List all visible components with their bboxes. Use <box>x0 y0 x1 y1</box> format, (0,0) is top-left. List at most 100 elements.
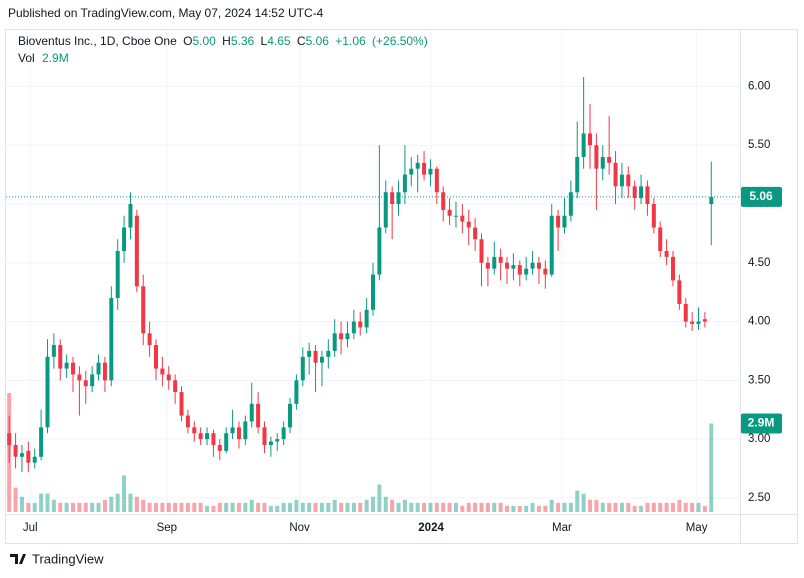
volume-bar <box>562 502 567 512</box>
volume-bar <box>517 505 522 512</box>
volume-bar <box>294 499 299 512</box>
volume-bar <box>422 502 427 512</box>
candle-body <box>166 374 171 381</box>
volume-bar <box>307 502 312 512</box>
candle-body <box>377 227 382 275</box>
change-pct: (+26.50%) <box>372 34 428 48</box>
volume-bar <box>134 496 139 512</box>
candle-body <box>96 362 101 375</box>
candle-body <box>364 309 369 328</box>
volume-bar <box>243 502 248 512</box>
candle-body <box>511 265 516 269</box>
open-value: 5.00 <box>192 34 216 48</box>
volume-bar <box>371 496 375 512</box>
candle-body <box>173 380 178 393</box>
volume-bar <box>166 502 171 512</box>
candle-body <box>600 156 605 169</box>
candle-body <box>236 427 241 440</box>
volume-bar <box>473 502 478 512</box>
volume-bars <box>7 393 714 512</box>
candle-body <box>147 333 152 346</box>
volume-bar <box>651 502 656 512</box>
ohlc-label: C <box>297 34 306 48</box>
volume-bar <box>19 496 24 512</box>
candle-body <box>473 227 478 240</box>
candle-body <box>134 215 139 287</box>
published-note: Published on TradingView.com, May 07, 20… <box>8 6 324 20</box>
volume-title: Vol <box>18 51 35 65</box>
volume-bar <box>198 502 203 512</box>
volume-bar <box>441 502 446 512</box>
volume-bar <box>447 502 452 512</box>
volume-bar <box>351 502 356 512</box>
volume-bar <box>594 499 599 512</box>
volume-bar <box>396 502 401 512</box>
candle-body <box>588 133 593 146</box>
volume-bar <box>485 502 490 512</box>
candle-body <box>26 450 31 463</box>
candle-body <box>626 174 631 187</box>
candle-body <box>383 192 388 228</box>
candle-body <box>109 298 114 381</box>
candle-body <box>709 196 714 204</box>
candle-body <box>243 421 248 440</box>
volume-bar <box>71 502 76 512</box>
volume-bar <box>64 502 69 512</box>
volume-bar <box>90 502 95 512</box>
volume-bar <box>179 502 184 512</box>
volume-bar <box>256 502 261 512</box>
volume-tag-label: 2.9M <box>748 416 775 430</box>
candle-body <box>651 203 656 228</box>
candle-body <box>524 268 529 275</box>
volume-bar <box>319 502 324 512</box>
volume-bar <box>549 499 554 512</box>
volume-bar <box>639 505 644 512</box>
volume-bar <box>339 502 344 512</box>
candle-body <box>536 262 541 269</box>
volume-bar <box>709 423 714 512</box>
candle-body <box>639 186 644 199</box>
candle-body <box>485 262 490 269</box>
volume-bar <box>192 502 197 512</box>
candle-body <box>192 427 197 434</box>
candle-body <box>619 174 624 187</box>
volume-bar <box>217 502 222 512</box>
last-price-tag <box>741 186 782 207</box>
candle-body <box>702 319 707 322</box>
volume-bar <box>358 502 363 512</box>
candle-body <box>345 333 350 340</box>
volume-bar <box>141 499 146 512</box>
candle-body <box>415 162 420 169</box>
candle-body <box>447 209 452 216</box>
volume-bar <box>332 499 337 512</box>
volume-bar <box>581 493 586 512</box>
volume-bar <box>58 502 63 512</box>
candle-body <box>230 427 235 434</box>
volume-bar <box>600 502 605 512</box>
volume-bar <box>211 505 216 512</box>
candle-body <box>256 403 261 428</box>
volume-bar <box>345 502 350 512</box>
candle-body <box>205 433 210 440</box>
candle-body <box>339 333 344 340</box>
volume-bar <box>619 502 624 512</box>
y-tick-label: 4.50 <box>748 257 770 269</box>
volume-bar <box>288 502 293 512</box>
candle-body <box>288 403 293 428</box>
volume-bar <box>313 502 318 512</box>
volume-bar <box>575 490 580 512</box>
volume-bar <box>249 499 254 512</box>
volume-bar <box>524 505 529 512</box>
candle-body <box>505 262 510 269</box>
candle-body <box>211 433 216 445</box>
volume-bar <box>147 502 152 512</box>
volume-bar <box>492 502 497 512</box>
candle-body <box>281 427 286 440</box>
low-value: 4.65 <box>267 34 291 48</box>
x-tick-label: Nov <box>289 522 310 534</box>
volume-bar <box>377 484 382 512</box>
candle-body <box>594 145 599 169</box>
volume-bar <box>153 502 158 512</box>
volume-bar <box>402 499 407 512</box>
